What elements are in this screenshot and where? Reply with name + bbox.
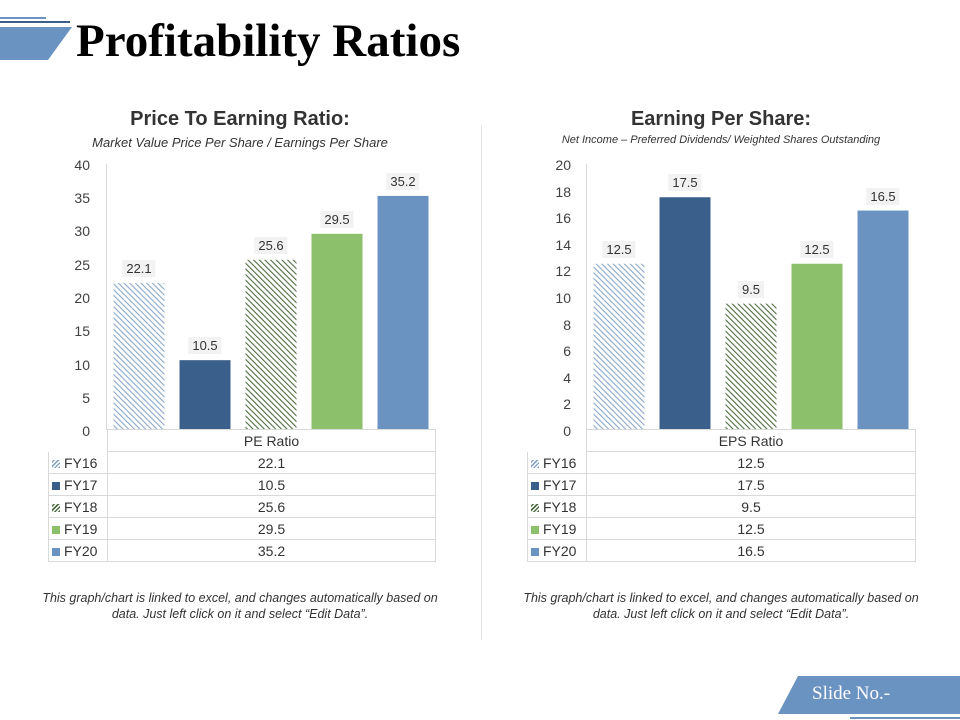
eps-bar-chart <box>586 164 909 430</box>
legend-key-fy18 <box>531 503 539 512</box>
pe-chart-subtitle: Market Value Price Per Share / Earnings … <box>92 135 388 150</box>
pe-y-tick: 5 <box>82 390 90 406</box>
pe-bar-fy20 <box>377 195 429 430</box>
pe-label-fy19: 29.5 <box>320 210 354 228</box>
eps-y-tick: 16 <box>555 210 571 226</box>
table-row: FY17 17.5 <box>527 473 916 496</box>
pe-y-tick: 25 <box>74 257 90 273</box>
pe-row-label: FY19 <box>64 520 98 537</box>
legend-key-fy18 <box>52 503 60 512</box>
eps-bar-fy16 <box>593 263 645 430</box>
pe-label-fy17: 10.5 <box>188 337 222 355</box>
table-row: FY18 9.5 <box>527 495 916 518</box>
eps-bar-fy18 <box>725 303 777 430</box>
pe-y-tick: 40 <box>74 157 90 173</box>
pe-table-header: PE Ratio <box>107 429 436 452</box>
legend-key-fy20 <box>52 547 60 556</box>
slide-number: Slide No.- <box>812 683 891 704</box>
pe-data-labels: 22.1 10.5 25.6 29.5 35.2 <box>106 164 436 430</box>
eps-row-value: 17.5 <box>586 473 916 496</box>
pe-y-tick: 10 <box>74 357 90 373</box>
eps-y-tick: 10 <box>555 290 571 306</box>
eps-y-tick: 14 <box>555 237 571 253</box>
eps-y-tick: 2 <box>563 396 571 412</box>
table-row: FY18 25.6 <box>48 495 436 518</box>
eps-chart-note: This graph/chart is linked to excel, and… <box>523 591 919 621</box>
legend-key-fy19 <box>52 525 60 534</box>
eps-row-label: FY17 <box>543 476 577 493</box>
page-title: Profitability Ratios <box>76 15 461 67</box>
eps-data-table: EPS Ratio FY16 12.5 FY17 17.5 FY18 9.5 F… <box>527 429 916 562</box>
legend-key-fy16 <box>531 459 539 468</box>
slide-number-banner <box>778 676 960 719</box>
pe-bar-chart <box>106 164 429 430</box>
table-row: FY19 12.5 <box>527 517 916 540</box>
pe-label-fy18: 25.6 <box>254 236 288 254</box>
eps-chart-subtitle: Net Income – Preferred Dividends/ Weight… <box>561 134 881 146</box>
pe-bar-fy18 <box>245 259 297 430</box>
eps-label-fy17: 17.5 <box>668 174 702 192</box>
legend-key-fy19 <box>531 525 539 534</box>
eps-row-value: 16.5 <box>586 539 916 562</box>
header-accent-shape <box>0 17 72 60</box>
pe-y-tick: 15 <box>74 323 90 339</box>
eps-y-tick: 8 <box>563 317 571 333</box>
eps-bar-fy19 <box>791 263 843 430</box>
pe-row-label: FY16 <box>64 454 98 471</box>
pe-label-fy20: 35.2 <box>386 172 420 190</box>
pe-chart-title: Price To Earning Ratio: <box>130 108 350 130</box>
pe-row-label: FY20 <box>64 542 98 559</box>
legend-key-fy20 <box>531 547 539 556</box>
eps-label-fy19: 12.5 <box>800 240 834 258</box>
pe-bar-fy16 <box>113 283 165 430</box>
pe-row-value: 35.2 <box>107 539 436 562</box>
eps-row-label: FY20 <box>543 542 577 559</box>
pe-bar-fy19 <box>311 233 363 430</box>
table-row: FY20 16.5 <box>527 539 916 562</box>
pe-row-value: 25.6 <box>107 495 436 518</box>
eps-y-tick: 12 <box>555 263 571 279</box>
pe-row-value: 29.5 <box>107 517 436 540</box>
panel-divider <box>481 125 482 640</box>
eps-y-tick: 20 <box>555 157 571 173</box>
pe-bar-fy17 <box>179 360 231 430</box>
pe-y-tick: 35 <box>74 190 90 206</box>
pe-chart-note: This graph/chart is linked to excel, and… <box>42 591 438 621</box>
pe-row-value: 10.5 <box>107 473 436 496</box>
eps-y-tick: 6 <box>563 343 571 359</box>
pe-row-value: 22.1 <box>107 451 436 474</box>
eps-chart-title: Earning Per Share: <box>630 108 812 130</box>
legend-key-fy17 <box>531 481 539 490</box>
eps-label-fy18: 9.5 <box>737 280 765 298</box>
eps-bar-fy20 <box>857 210 909 430</box>
pe-row-label: FY18 <box>64 498 98 515</box>
eps-y-tick: 4 <box>563 370 571 386</box>
eps-row-label: FY16 <box>543 454 577 471</box>
legend-key-fy17 <box>52 481 60 490</box>
eps-bar-fy17 <box>659 197 711 430</box>
pe-row-label: FY17 <box>64 476 98 493</box>
eps-row-label: FY19 <box>543 520 577 537</box>
eps-row-label: FY18 <box>543 498 577 515</box>
pe-y-tick: 20 <box>74 290 90 306</box>
eps-table-header: EPS Ratio <box>586 429 916 452</box>
table-row: FY16 22.1 <box>48 451 436 474</box>
eps-row-value: 9.5 <box>586 495 916 518</box>
eps-row-value: 12.5 <box>586 451 916 474</box>
eps-row-value: 12.5 <box>586 517 916 540</box>
eps-y-tick: 18 <box>555 184 571 200</box>
pe-label-fy16: 22.1 <box>122 260 156 278</box>
table-row: FY19 29.5 <box>48 517 436 540</box>
eps-data-labels: 12.5 17.5 9.5 12.5 16.5 <box>586 164 916 430</box>
pe-y-tick: 30 <box>74 223 90 239</box>
table-row: FY20 35.2 <box>48 539 436 562</box>
table-row: FY16 12.5 <box>527 451 916 474</box>
table-row: FY17 10.5 <box>48 473 436 496</box>
legend-key-fy16 <box>52 459 60 468</box>
eps-label-fy20: 16.5 <box>866 187 900 205</box>
pe-data-table: PE Ratio FY16 22.1 FY17 10.5 FY18 25.6 F… <box>48 429 436 562</box>
eps-label-fy16: 12.5 <box>602 240 636 258</box>
